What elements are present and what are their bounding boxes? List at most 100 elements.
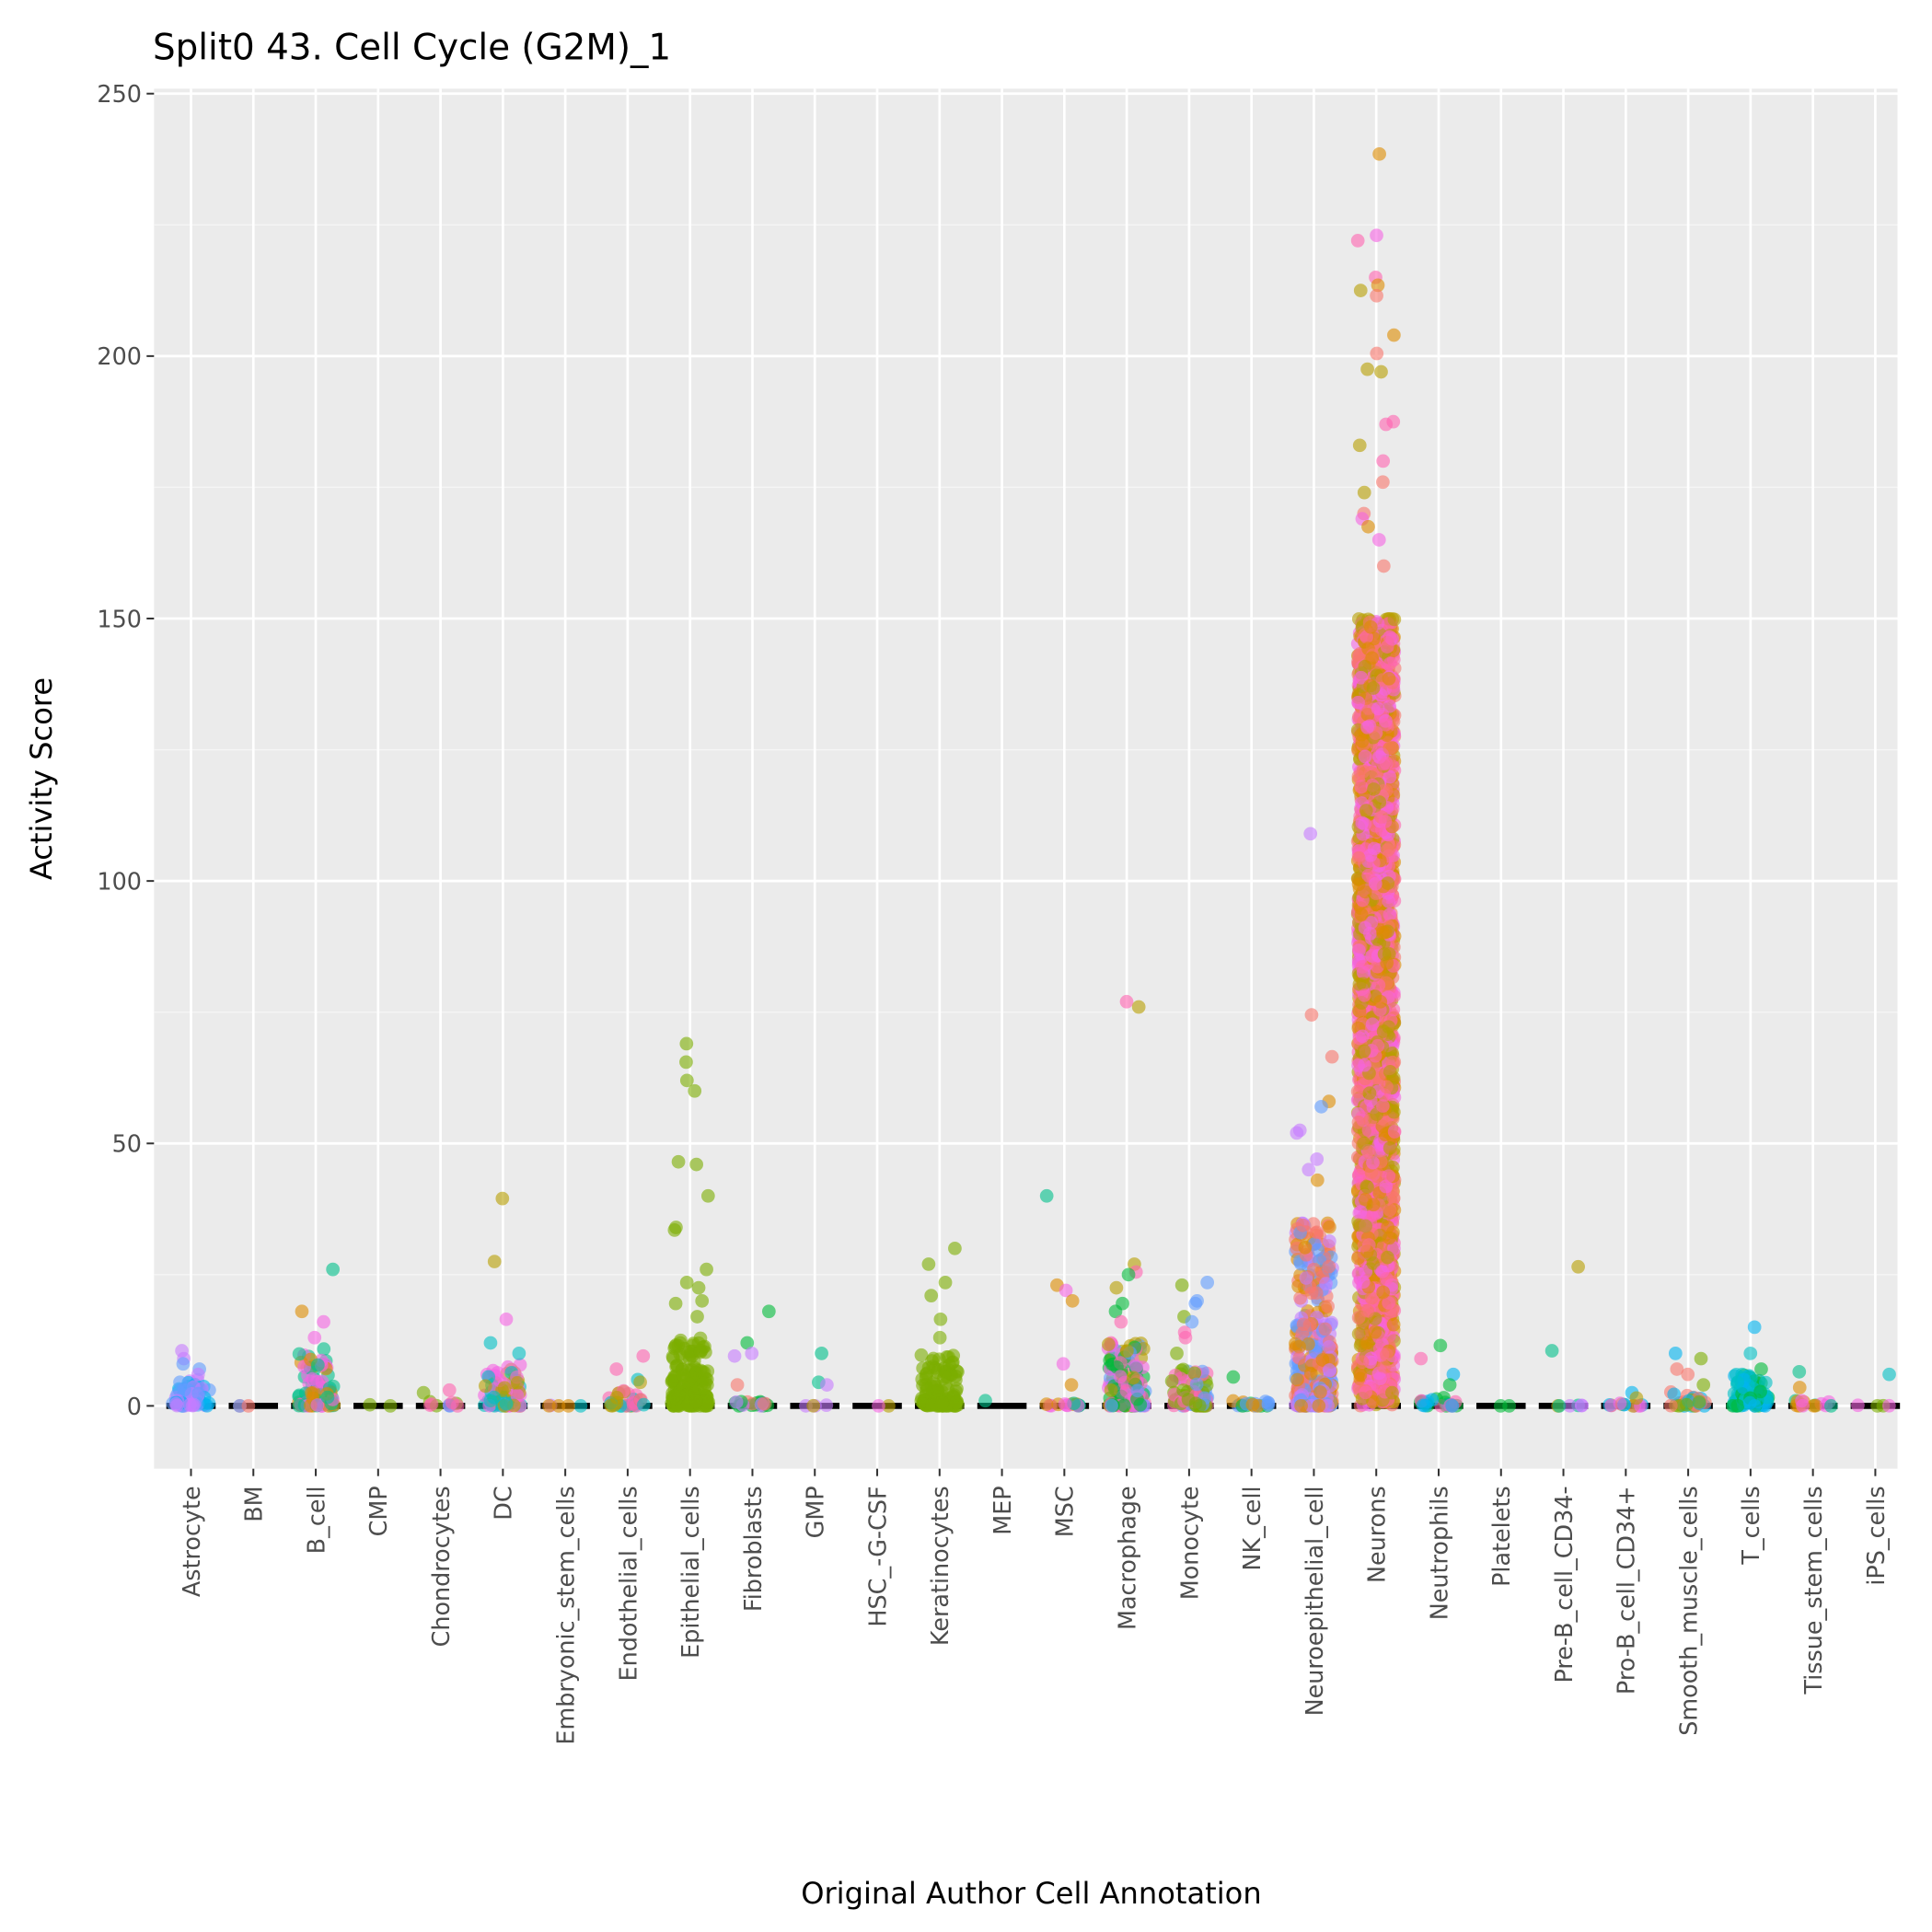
data-point — [1371, 1038, 1385, 1053]
data-point — [1363, 926, 1377, 941]
data-point — [915, 1391, 929, 1406]
data-point — [1359, 1219, 1373, 1233]
data-point — [1386, 1317, 1401, 1332]
x-tick-label: Neurons — [1363, 1486, 1391, 1583]
data-point — [1382, 894, 1396, 908]
data-point — [1301, 1337, 1315, 1351]
data-point — [1357, 1044, 1371, 1059]
x-tick-label: Tissue_stem_cells — [1799, 1486, 1827, 1695]
data-point — [1131, 1000, 1146, 1014]
data-point — [1351, 695, 1365, 710]
data-point — [1792, 1381, 1807, 1394]
data-point — [1823, 1399, 1838, 1413]
data-point — [1629, 1391, 1644, 1406]
data-point — [1120, 1344, 1134, 1358]
data-point — [1361, 1123, 1376, 1138]
data-point — [1310, 1152, 1325, 1166]
x-tick-label: Pre-B_cell_CD34- — [1550, 1486, 1578, 1683]
data-point — [1368, 1325, 1382, 1339]
data-point — [1313, 1385, 1327, 1399]
y-tick-label: 100 — [97, 868, 142, 896]
x-tick-label: GMP — [802, 1486, 829, 1538]
data-point — [1355, 1029, 1370, 1044]
data-point — [295, 1304, 309, 1319]
data-point — [542, 1398, 556, 1413]
data-point — [1065, 1293, 1080, 1308]
data-point — [1296, 1317, 1311, 1332]
data-point — [1323, 1234, 1336, 1248]
data-point — [1670, 1362, 1684, 1376]
data-point — [1352, 438, 1367, 453]
data-point — [1376, 925, 1390, 940]
data-point — [761, 1304, 776, 1319]
data-point — [1352, 943, 1366, 957]
data-point — [1064, 1378, 1079, 1392]
data-point — [668, 1296, 683, 1311]
data-point — [1187, 1366, 1202, 1381]
data-point — [1360, 362, 1374, 376]
x-tick-label: CMP — [364, 1486, 392, 1536]
data-point — [1806, 1398, 1821, 1413]
data-point — [727, 1348, 742, 1363]
data-point — [416, 1385, 431, 1400]
data-point — [667, 1222, 682, 1237]
data-point — [1188, 1296, 1203, 1311]
data-point — [561, 1399, 575, 1413]
data-point — [1121, 1267, 1136, 1282]
data-point — [1354, 780, 1369, 794]
data-point — [1382, 741, 1397, 755]
data-point — [310, 1398, 325, 1412]
data-point — [1199, 1378, 1214, 1393]
y-axis-label: Activity Score — [24, 677, 59, 880]
data-point — [1373, 1371, 1387, 1386]
data-point — [1322, 1340, 1336, 1354]
data-point — [510, 1375, 525, 1390]
data-point — [241, 1399, 256, 1413]
data-point — [1376, 475, 1390, 490]
data-point — [317, 1314, 330, 1329]
data-point — [1882, 1367, 1896, 1382]
data-point — [914, 1348, 929, 1362]
data-point — [1376, 454, 1391, 469]
data-point — [1382, 699, 1397, 713]
data-point — [177, 1382, 191, 1397]
data-point — [513, 1358, 527, 1372]
data-point — [665, 1373, 679, 1388]
data-point — [1358, 885, 1372, 899]
data-point — [499, 1312, 514, 1326]
data-point — [666, 1351, 680, 1365]
data-point — [815, 1347, 828, 1360]
data-point — [1360, 1336, 1374, 1350]
data-point — [442, 1382, 457, 1397]
data-point — [1261, 1396, 1276, 1410]
data-point — [1176, 1383, 1191, 1397]
data-point — [1381, 1220, 1395, 1234]
data-point — [363, 1397, 377, 1412]
x-tick-label: MEP — [989, 1486, 1016, 1534]
data-point — [1694, 1351, 1708, 1366]
data-point — [1363, 619, 1378, 634]
data-point — [1370, 228, 1383, 243]
data-point — [1323, 1220, 1336, 1234]
x-tick-label: Pro-B_cell_CD34+ — [1613, 1486, 1640, 1695]
data-point — [1350, 234, 1365, 248]
data-point — [1059, 1283, 1073, 1298]
data-point — [497, 1381, 512, 1395]
data-point — [1366, 1155, 1380, 1170]
data-point — [1355, 1355, 1370, 1370]
data-point — [1353, 283, 1368, 297]
data-point — [1372, 146, 1386, 161]
data-point — [1668, 1347, 1683, 1360]
data-point — [1310, 1173, 1325, 1187]
data-point — [1311, 1243, 1325, 1257]
data-point — [729, 1394, 744, 1409]
data-point — [1304, 1286, 1319, 1301]
data-point — [1366, 1256, 1381, 1270]
data-point — [1189, 1377, 1204, 1392]
data-point — [1433, 1338, 1448, 1353]
data-point — [1376, 559, 1391, 573]
data-point — [292, 1347, 307, 1361]
data-point — [1386, 1002, 1401, 1017]
data-point — [700, 1364, 715, 1379]
data-point — [978, 1394, 992, 1408]
